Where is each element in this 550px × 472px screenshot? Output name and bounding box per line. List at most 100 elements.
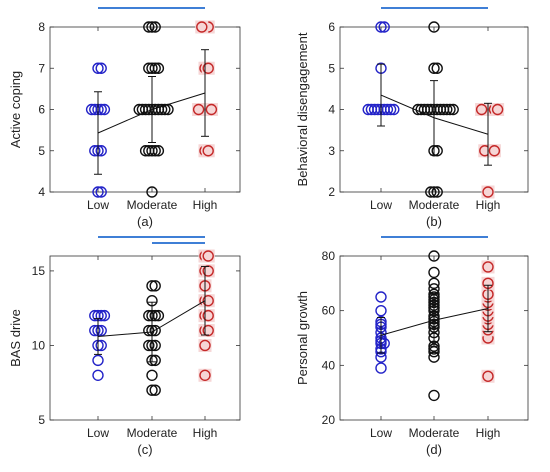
data-point-high xyxy=(202,145,214,157)
data-point-moderate xyxy=(444,103,456,116)
axes-box xyxy=(49,255,241,421)
y-axis-label: Behavioral disengagement xyxy=(295,32,310,186)
data-point-moderate xyxy=(152,62,165,74)
data-point-high xyxy=(488,145,501,157)
data-point-high xyxy=(199,339,211,352)
data-point-moderate xyxy=(159,103,171,116)
x-tick-label: High xyxy=(193,198,218,212)
panel-caption: (b) xyxy=(426,214,442,229)
data-point-low xyxy=(388,103,400,116)
y-tick-label: 7 xyxy=(38,61,45,75)
x-tick-label: Low xyxy=(87,426,109,440)
data-point-high xyxy=(199,369,211,381)
data-point-moderate xyxy=(146,62,158,74)
data-point-moderate xyxy=(149,384,161,396)
y-tick-label: 5 xyxy=(38,413,45,427)
data-point-moderate xyxy=(428,351,440,363)
x-tick-label: Moderate xyxy=(127,198,178,212)
data-point-high xyxy=(202,250,214,262)
data-point-moderate xyxy=(155,103,168,116)
data-point-high xyxy=(202,309,214,322)
data-point-moderate xyxy=(143,339,155,352)
data-point-low xyxy=(92,62,104,74)
data-point-moderate xyxy=(139,145,152,157)
x-tick-label: Low xyxy=(87,198,109,212)
x-tick-label: Low xyxy=(370,198,392,212)
y-tick-label: 5 xyxy=(328,61,335,75)
data-point-low xyxy=(92,369,104,381)
chart-panel-c: 5 10 15 Low Moderate High BAS drive (c) xyxy=(8,236,241,457)
data-point-moderate xyxy=(146,280,158,292)
data-point-moderate xyxy=(428,62,440,74)
data-point-moderate xyxy=(136,103,149,116)
y-axis-label: BAS drive xyxy=(8,309,23,367)
y-axis-label: Personal growth xyxy=(295,291,310,385)
data-point-moderate xyxy=(149,339,161,352)
data-point-low xyxy=(95,339,107,352)
x-tick-label: Moderate xyxy=(409,198,460,212)
data-point-high xyxy=(202,295,214,307)
data-point-moderate xyxy=(447,103,459,116)
data-point-moderate xyxy=(146,145,158,157)
y-tick-label: 15 xyxy=(32,264,46,278)
data-point-moderate xyxy=(146,384,158,396)
panel-caption: (c) xyxy=(137,442,152,457)
data-point-moderate xyxy=(428,250,440,262)
data-point-high xyxy=(491,103,504,116)
data-point-high xyxy=(202,324,214,337)
data-point-moderate xyxy=(149,280,161,292)
data-point-moderate xyxy=(428,266,440,279)
chart-panel-a: 4 5 6 7 8 Low Moderate High Active coping (a) xyxy=(8,7,241,229)
x-tick-label: High xyxy=(193,426,218,440)
data-point-high xyxy=(196,21,208,33)
y-tick-label: 3 xyxy=(328,144,335,158)
x-tick-label: High xyxy=(476,198,501,212)
x-tick-label: Moderate xyxy=(127,426,178,440)
data-point-low xyxy=(85,103,98,116)
data-point-moderate xyxy=(149,309,161,322)
mean-line xyxy=(380,94,489,135)
data-point-moderate xyxy=(149,324,161,337)
data-point-high xyxy=(192,103,205,116)
data-point-low xyxy=(95,145,107,157)
data-point-low xyxy=(98,309,111,322)
y-tick-label: 6 xyxy=(328,20,335,34)
data-point-low xyxy=(98,103,111,116)
data-point-low xyxy=(378,337,390,350)
x-tick-label: High xyxy=(476,426,501,440)
data-point-low xyxy=(95,186,107,198)
x-tick-label: Moderate xyxy=(409,426,460,440)
data-point-moderate xyxy=(146,21,158,33)
data-point-high xyxy=(482,261,494,273)
data-point-high xyxy=(202,62,214,74)
data-point-low xyxy=(95,309,107,322)
data-point-low xyxy=(378,21,390,33)
y-tick-label: 10 xyxy=(32,338,46,352)
data-point-high xyxy=(482,186,494,198)
y-tick-label: 20 xyxy=(322,413,336,427)
data-point-low xyxy=(375,362,387,374)
data-point-moderate xyxy=(441,103,453,116)
x-tick-label: Low xyxy=(370,426,392,440)
mean-line xyxy=(97,300,206,338)
y-tick-label: 4 xyxy=(328,103,335,117)
data-point-moderate xyxy=(431,62,443,74)
data-point-low xyxy=(368,103,381,116)
y-tick-label: 80 xyxy=(322,249,336,263)
panel-caption: (a) xyxy=(137,214,153,229)
data-point-moderate xyxy=(431,186,443,198)
y-axis-label: Active coping xyxy=(8,71,23,148)
data-point-moderate xyxy=(149,21,161,33)
data-point-low xyxy=(362,103,374,116)
y-tick-label: 60 xyxy=(322,304,336,318)
mean-line xyxy=(380,307,489,336)
data-point-moderate xyxy=(139,103,152,116)
data-point-high xyxy=(202,265,214,277)
data-point-moderate xyxy=(152,309,165,322)
data-point-low xyxy=(89,324,101,337)
y-tick-label: 6 xyxy=(38,103,45,117)
data-point-moderate xyxy=(146,369,158,381)
chart-panel-d: 20 40 60 80 Low Moderate High Personal growth (d… xyxy=(295,236,529,457)
data-point-low xyxy=(92,354,104,367)
